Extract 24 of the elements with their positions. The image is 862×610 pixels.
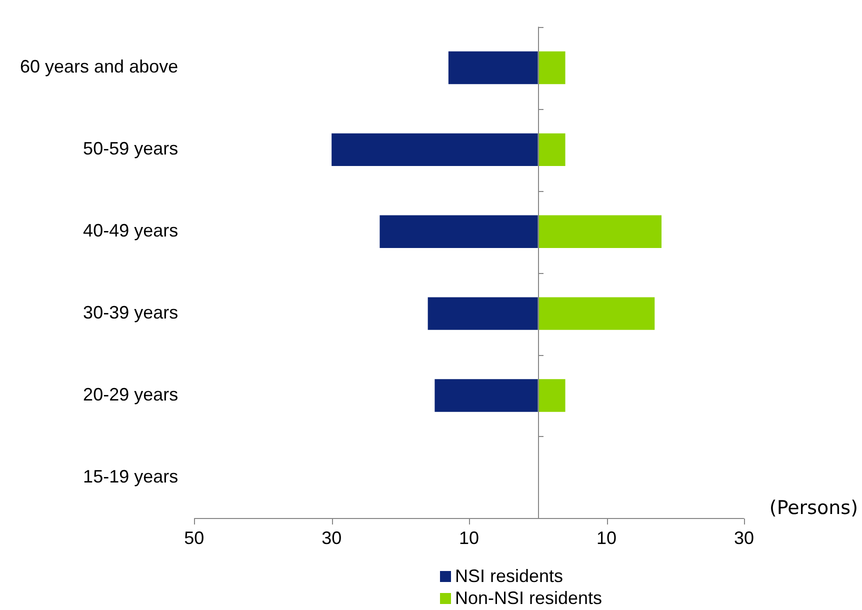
bar: [538, 51, 566, 84]
y-tick-label: 20-29 years: [83, 384, 178, 404]
bar: [428, 297, 538, 330]
bar: [332, 133, 538, 166]
y-tick-label: 50-59 years: [83, 138, 178, 159]
x-tick-label: 30: [322, 528, 342, 548]
bar: [538, 215, 662, 248]
y-tick-label: 60 years and above: [20, 56, 178, 77]
bar: [448, 51, 538, 84]
x-tick-label: 10: [596, 528, 617, 548]
x-tick-label: 50: [184, 528, 204, 548]
bar: [538, 133, 566, 166]
legend-label: Non-NSI residents: [454, 587, 602, 609]
x-axis-title: (Persons): [769, 497, 858, 519]
legend-label: NSI residents: [454, 565, 564, 587]
x-tick-label: 10: [459, 528, 480, 548]
bar: [538, 297, 655, 330]
bar: [380, 215, 538, 248]
bar: [434, 379, 538, 412]
y-tick-label: 15-19 years: [83, 466, 178, 486]
y-tick-label: 30-39 years: [83, 302, 178, 323]
x-tick-label: 30: [734, 528, 754, 548]
y-tick-label: 40-49 years: [83, 220, 178, 241]
bar: [538, 379, 566, 412]
